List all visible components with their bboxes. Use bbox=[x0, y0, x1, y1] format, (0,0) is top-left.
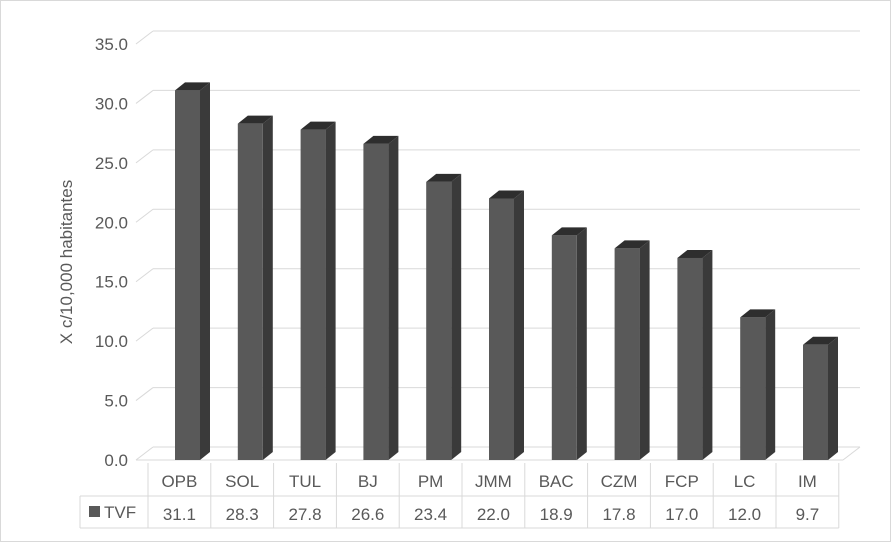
y-tick-label: 15.0 bbox=[95, 273, 128, 292]
bar-top bbox=[614, 240, 650, 249]
data-table-value: 28.3 bbox=[226, 505, 259, 524]
bar-top bbox=[551, 227, 587, 236]
x-tick-label: FCP bbox=[665, 472, 699, 491]
bar bbox=[677, 257, 703, 460]
bar bbox=[300, 129, 326, 460]
data-table-value: 23.4 bbox=[414, 505, 447, 524]
y-axis-label: X c/10,000 habitantes bbox=[57, 180, 76, 344]
bar-fcp bbox=[677, 249, 713, 460]
bar-top bbox=[175, 82, 210, 91]
x-tick-label: PM bbox=[418, 472, 444, 491]
x-tick-label: BAC bbox=[539, 472, 574, 491]
gridline-diagonal bbox=[135, 268, 154, 283]
gridline-diagonal bbox=[135, 90, 154, 104]
bar bbox=[363, 143, 389, 460]
data-table-value: 27.8 bbox=[288, 505, 321, 524]
x-tick-label: TUL bbox=[289, 472, 321, 491]
data-table-value: 12.0 bbox=[728, 505, 761, 524]
bar-side bbox=[765, 309, 776, 460]
bar-side bbox=[576, 227, 587, 460]
x-tick-label: IM bbox=[798, 472, 817, 491]
bar bbox=[426, 181, 452, 461]
legend-label: TVF bbox=[104, 503, 136, 522]
y-tick-label: 10.0 bbox=[95, 332, 128, 351]
bar-side bbox=[451, 173, 462, 461]
legend-swatch bbox=[89, 506, 100, 517]
bar-top bbox=[677, 249, 713, 258]
y-tick-label: 35.0 bbox=[95, 35, 128, 54]
data-table-value: 9.7 bbox=[796, 505, 820, 524]
x-tick-label: JMM bbox=[475, 472, 512, 491]
bar-lc bbox=[740, 309, 776, 460]
bar-sol bbox=[237, 115, 273, 461]
y-tick-label: 20.0 bbox=[95, 213, 128, 232]
bar-bac bbox=[551, 227, 587, 460]
gridline-diagonal bbox=[135, 208, 154, 223]
bar bbox=[740, 317, 766, 460]
data-table-value: 31.1 bbox=[163, 505, 196, 524]
bar bbox=[489, 198, 514, 460]
bar-czm bbox=[614, 240, 650, 460]
y-tick-label: 30.0 bbox=[95, 94, 128, 113]
gridline-diagonal bbox=[135, 149, 154, 164]
gridline-diagonal bbox=[135, 387, 154, 401]
bar-im bbox=[803, 336, 838, 460]
bar bbox=[803, 344, 828, 460]
bar-top bbox=[489, 190, 524, 199]
bar-top bbox=[426, 173, 462, 182]
bar-side bbox=[702, 249, 713, 460]
bar bbox=[551, 235, 577, 460]
bar-pm bbox=[426, 173, 462, 461]
gridline-diagonal bbox=[135, 446, 154, 461]
bar-top bbox=[237, 115, 273, 124]
data-table-value: 18.9 bbox=[540, 505, 573, 524]
bar bbox=[237, 123, 263, 461]
y-tick-label: 0.0 bbox=[104, 451, 128, 470]
floor-edge-side bbox=[842, 446, 861, 461]
data-table-value: 26.6 bbox=[351, 505, 384, 524]
bar bbox=[614, 248, 640, 460]
bar-side bbox=[828, 336, 838, 460]
bar-side bbox=[262, 115, 273, 461]
bar-top bbox=[740, 309, 776, 318]
y-tick-label: 25.0 bbox=[95, 154, 128, 173]
x-tick-label: LC bbox=[734, 472, 756, 491]
data-table-value: 17.0 bbox=[665, 505, 698, 524]
x-tick-label: SOL bbox=[225, 472, 259, 491]
bar-top bbox=[300, 121, 336, 130]
x-tick-label: BJ bbox=[358, 472, 378, 491]
bar-side bbox=[514, 190, 524, 460]
bar-side bbox=[200, 82, 210, 461]
bar-bj bbox=[363, 135, 399, 460]
x-tick-label: OPB bbox=[161, 472, 197, 491]
bar-jmm bbox=[489, 190, 524, 460]
bar-side bbox=[388, 135, 399, 460]
gridline-diagonal bbox=[135, 30, 154, 45]
bar bbox=[175, 90, 200, 461]
gridline-diagonal bbox=[135, 327, 154, 342]
bar-opb bbox=[175, 82, 210, 461]
data-table-value: 17.8 bbox=[602, 505, 635, 524]
bar-side bbox=[639, 240, 650, 460]
data-table-value: 22.0 bbox=[477, 505, 510, 524]
bar-tul bbox=[300, 121, 336, 460]
bar-side bbox=[325, 121, 336, 460]
x-tick-label: CZM bbox=[601, 472, 638, 491]
y-tick-label: 5.0 bbox=[104, 392, 128, 411]
bar-top bbox=[363, 135, 399, 144]
bar-top bbox=[803, 336, 838, 345]
